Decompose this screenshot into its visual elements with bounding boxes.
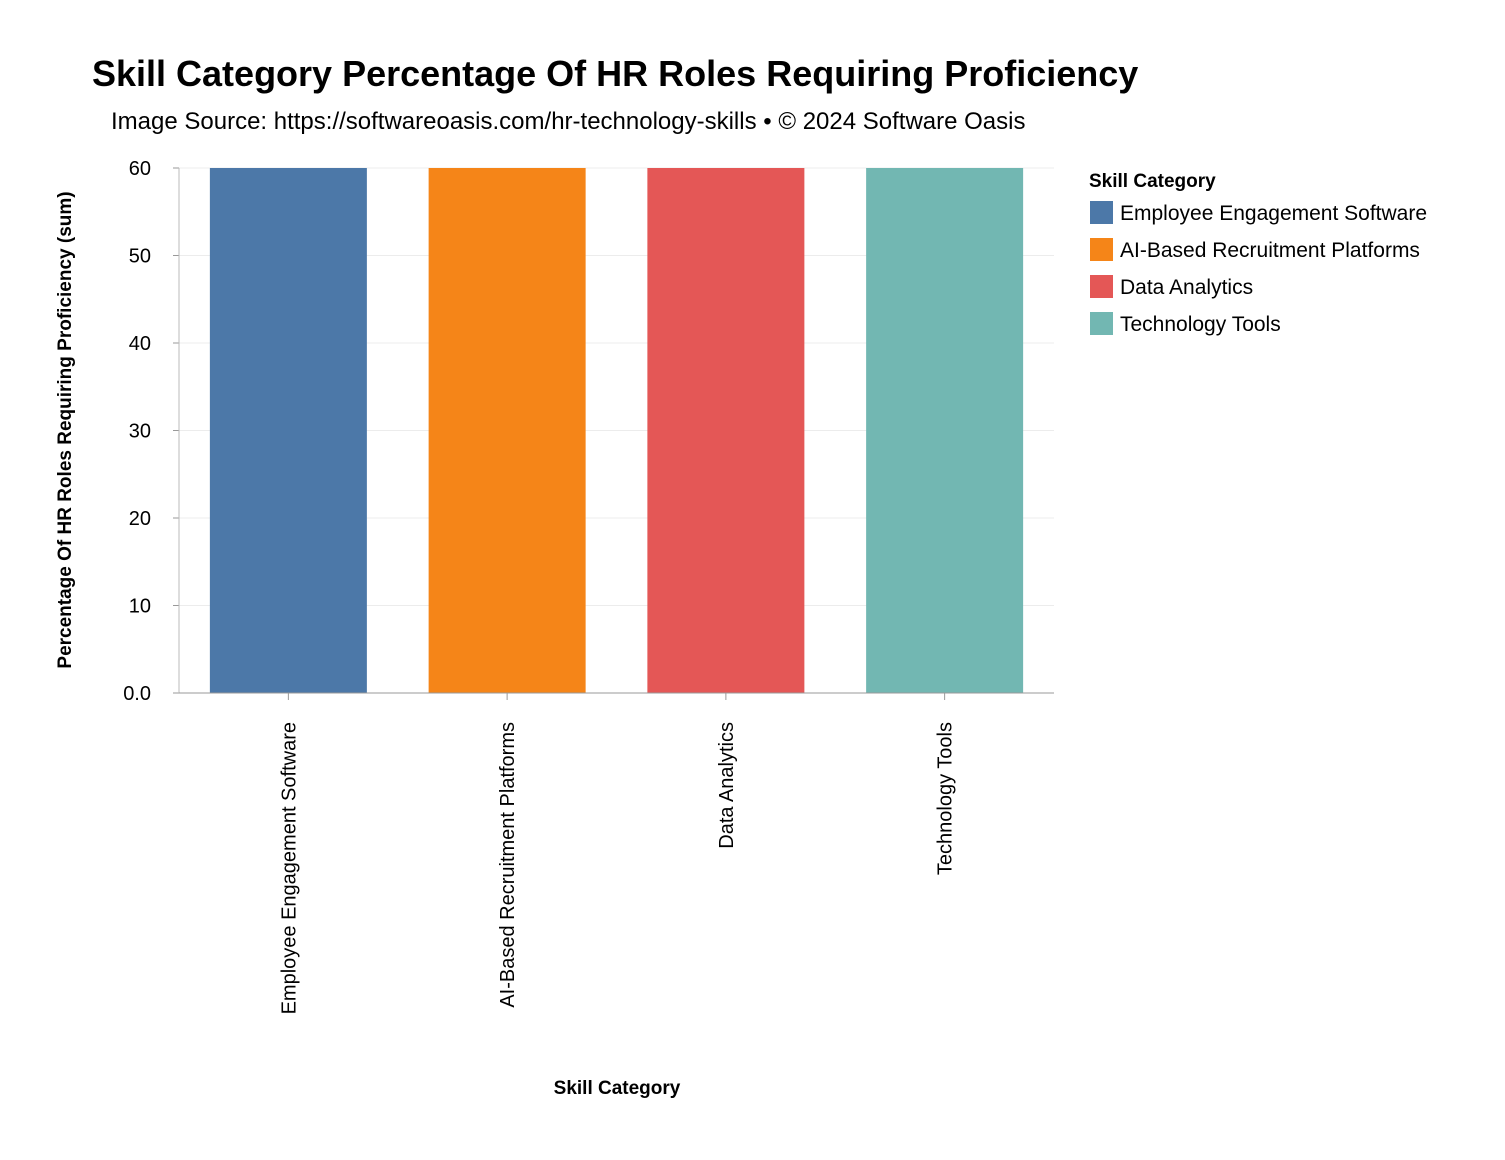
y-tick-label: 30 — [129, 421, 151, 443]
y-tick-label: 50 — [129, 246, 151, 268]
legend-label: AI-Based Recruitment Platforms — [1120, 239, 1420, 262]
y-tick-label: 10 — [129, 596, 151, 618]
bar — [647, 168, 805, 693]
legend-label: Data Analytics — [1120, 276, 1253, 299]
x-tick-label: Data Analytics — [716, 722, 738, 849]
x-tick-label: AI-Based Recruitment Platforms — [497, 722, 519, 1008]
legend-swatch — [1090, 312, 1113, 335]
legend-label: Employee Engagement Software — [1120, 202, 1427, 225]
y-tick-label: 20 — [129, 508, 151, 530]
y-tick-label: 60 — [129, 158, 151, 180]
bar — [866, 168, 1024, 693]
legend-title: Skill Category — [1089, 171, 1216, 192]
legend: Employee Engagement Software AI-Based Rec… — [1090, 201, 1427, 336]
bars — [209, 168, 1024, 693]
chart-title: Skill Category Percentage Of HR Roles Re… — [92, 53, 1138, 94]
legend-swatch — [1090, 275, 1113, 298]
x-tick-label: Employee Engagement Software — [278, 722, 300, 1014]
axes: 0.0 10 20 30 40 50 60 Employee Engagement Softw… — [123, 158, 1054, 1014]
y-tick-label: 40 — [129, 333, 151, 355]
x-tick-label: Technology Tools — [935, 722, 957, 875]
bar — [209, 168, 367, 693]
legend-swatch — [1090, 238, 1113, 261]
chart-subtitle: Image Source: https://softwareoasis.com/… — [111, 108, 1025, 135]
legend-label: Technology Tools — [1120, 313, 1281, 336]
y-axis-title: Percentage Of HR Roles Requiring Profici… — [55, 191, 76, 668]
x-axis-title: Skill Category — [554, 1078, 681, 1099]
bar — [428, 168, 586, 693]
legend-swatch — [1090, 201, 1113, 224]
y-tick-label: 0.0 — [123, 683, 151, 705]
